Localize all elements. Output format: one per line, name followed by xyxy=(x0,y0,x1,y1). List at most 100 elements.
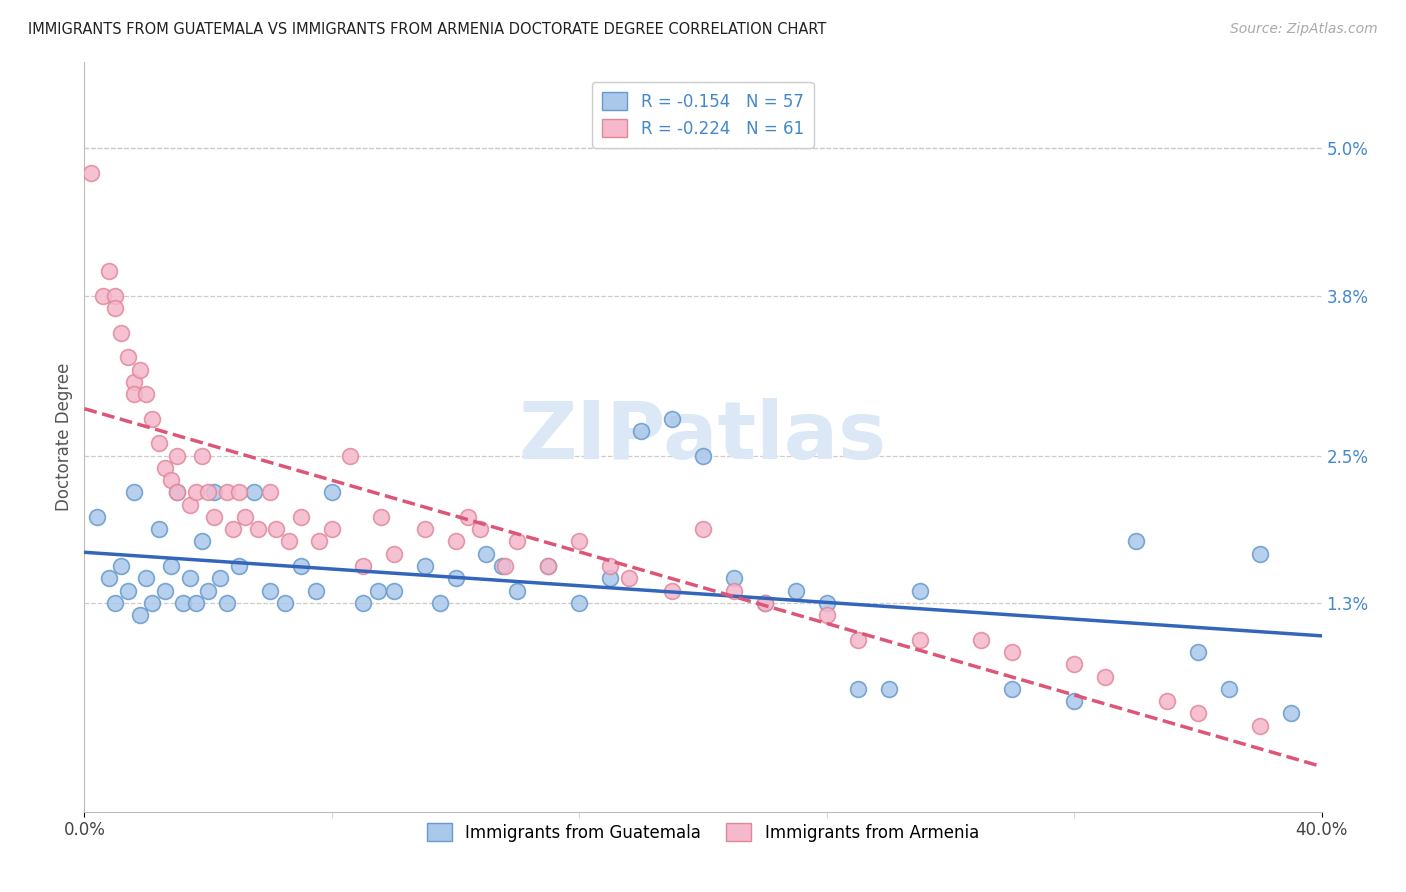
Point xyxy=(233,510,256,524)
Point xyxy=(228,559,250,574)
Point xyxy=(457,510,479,524)
Y-axis label: Doctorate Degree: Doctorate Degree xyxy=(55,363,73,511)
Point xyxy=(122,485,145,500)
Point xyxy=(135,387,157,401)
Point xyxy=(259,583,281,598)
Point xyxy=(382,547,405,561)
Point xyxy=(277,534,299,549)
Point xyxy=(215,485,238,500)
Point xyxy=(86,510,108,524)
Point xyxy=(135,571,157,585)
Point xyxy=(815,596,838,610)
Point xyxy=(506,583,529,598)
Point xyxy=(1063,657,1085,672)
Point xyxy=(908,632,931,647)
Point xyxy=(117,350,139,364)
Point xyxy=(197,583,219,598)
Point xyxy=(172,596,194,610)
Point xyxy=(970,632,993,647)
Point xyxy=(222,522,245,536)
Point xyxy=(191,534,214,549)
Point xyxy=(1249,547,1271,561)
Point xyxy=(122,387,145,401)
Point xyxy=(104,596,127,610)
Point xyxy=(179,498,201,512)
Point xyxy=(494,559,516,574)
Point xyxy=(153,460,176,475)
Point xyxy=(444,534,467,549)
Point xyxy=(148,522,170,536)
Point xyxy=(79,166,101,180)
Point xyxy=(191,449,214,463)
Point xyxy=(148,436,170,450)
Point xyxy=(1094,670,1116,684)
Point xyxy=(1001,645,1024,659)
Point xyxy=(259,485,281,500)
Point xyxy=(179,571,201,585)
Point xyxy=(129,362,152,376)
Point xyxy=(166,449,188,463)
Point xyxy=(264,522,287,536)
Point xyxy=(166,485,188,500)
Point xyxy=(630,424,652,438)
Point xyxy=(661,583,683,598)
Point xyxy=(568,534,591,549)
Point xyxy=(215,596,238,610)
Point xyxy=(160,559,183,574)
Point xyxy=(308,534,330,549)
Point xyxy=(1156,694,1178,708)
Point xyxy=(117,583,139,598)
Point xyxy=(160,473,183,487)
Point xyxy=(444,571,467,585)
Point xyxy=(202,485,225,500)
Point xyxy=(1001,681,1024,696)
Point xyxy=(754,596,776,610)
Point xyxy=(1249,719,1271,733)
Point xyxy=(568,596,591,610)
Point xyxy=(617,571,640,585)
Point xyxy=(723,571,745,585)
Point xyxy=(537,559,560,574)
Point xyxy=(754,596,776,610)
Point xyxy=(321,485,343,500)
Point xyxy=(98,571,121,585)
Point xyxy=(1187,645,1209,659)
Point xyxy=(1125,534,1147,549)
Point xyxy=(104,289,127,303)
Point xyxy=(209,571,232,585)
Point xyxy=(692,449,714,463)
Point xyxy=(129,608,152,623)
Point xyxy=(184,485,207,500)
Point xyxy=(184,596,207,610)
Point xyxy=(202,510,225,524)
Point xyxy=(197,485,219,500)
Point xyxy=(305,583,328,598)
Point xyxy=(104,301,127,315)
Point xyxy=(877,681,900,696)
Point xyxy=(475,547,498,561)
Point xyxy=(599,559,621,574)
Point xyxy=(339,449,361,463)
Point xyxy=(429,596,451,610)
Point xyxy=(91,289,114,303)
Point xyxy=(785,583,807,598)
Point xyxy=(110,559,132,574)
Point xyxy=(908,583,931,598)
Point xyxy=(1187,706,1209,721)
Point xyxy=(506,534,529,549)
Point xyxy=(1279,706,1302,721)
Point xyxy=(382,583,405,598)
Point xyxy=(1218,681,1240,696)
Point xyxy=(274,596,297,610)
Point xyxy=(367,583,389,598)
Point xyxy=(413,522,436,536)
Point xyxy=(370,510,392,524)
Point xyxy=(815,608,838,623)
Point xyxy=(846,681,869,696)
Point xyxy=(537,559,560,574)
Point xyxy=(692,522,714,536)
Point xyxy=(228,485,250,500)
Point xyxy=(98,264,121,278)
Point xyxy=(1063,694,1085,708)
Point xyxy=(599,571,621,585)
